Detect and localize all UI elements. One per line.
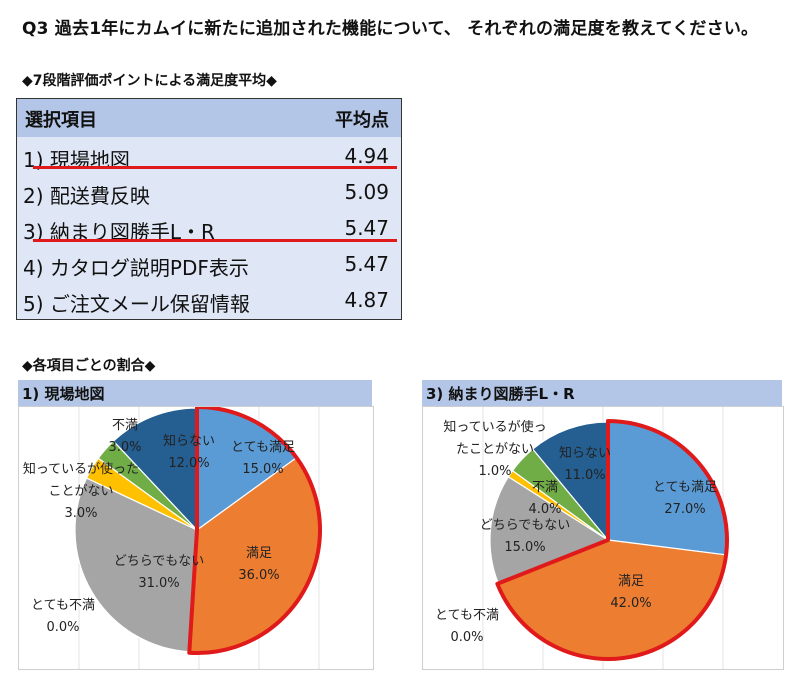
slice-value-label: 1.0% <box>478 464 511 479</box>
slice-label-満足: 満足 <box>618 574 644 589</box>
slice-label-とても不満: とても不満 <box>31 598 95 613</box>
average-score-table: 選択項目 平均点 1) 現場地図 4.94 2) 配送費反映 5.09 3) 納… <box>16 98 402 320</box>
slice-value-label: 0.0% <box>46 620 79 635</box>
slice-label-知らない: 知らない <box>163 433 215 449</box>
header-score: 平均点 <box>335 110 389 131</box>
slice-label-知っているが使ったことがない: 知っているが使った <box>23 461 139 477</box>
highlight-outline <box>495 419 729 661</box>
slice-value-label: 4.0% <box>528 502 561 517</box>
pie-slice-どちらでもない <box>489 475 610 585</box>
slice-label-満足: 満足 <box>246 546 272 561</box>
table-row: 5) ご注文メール保留情報 4.87 <box>17 283 401 319</box>
slice-label-どちらでもない: どちらでもない <box>480 518 571 533</box>
row-score: 5.47 <box>344 252 389 276</box>
slice-value-label: 0.0% <box>450 630 483 645</box>
slice-value-label: 36.0% <box>238 568 279 583</box>
slice-label-どちらでもない: どちらでもない <box>114 554 205 569</box>
slice-label-とても満足: とても満足 <box>653 480 717 495</box>
slice-label-知っているが使ったことがない: ことがない <box>48 484 113 499</box>
slice-value-label: 3.0% <box>64 506 97 521</box>
table-header: 選択項目 平均点 <box>17 99 401 137</box>
pie-slice-知らない <box>112 407 198 532</box>
slice-value-label: 42.0% <box>610 596 651 611</box>
slice-value-label: 15.0% <box>504 540 545 555</box>
slice-label-とても満足: とても満足 <box>231 440 295 455</box>
row-score: 4.87 <box>344 288 389 312</box>
slice-value-label: 27.0% <box>664 502 705 517</box>
pie-slice-どちらでもない <box>74 477 198 653</box>
slice-label-知っているが使ったことがない: 知っているが使っ <box>443 419 546 435</box>
slice-value-label: 31.0% <box>138 576 179 591</box>
highlight-underline-row-1 <box>33 166 397 169</box>
pie-chart-1: とても満足 15.0% 満足 36.0% どちらでもない 31.0% 知っているが使ったこと… <box>23 407 323 669</box>
table-row: 2) 配送費反映 5.09 <box>17 175 401 211</box>
pie-chart-2: とても満足 27.0% 満足 42.0% どちらでもない 15.0% 知っているが使ったこと… <box>435 407 729 669</box>
row-label: 2) 配送費反映 <box>23 184 150 208</box>
slice-value-label: 15.0% <box>242 462 283 477</box>
chart2-area: とても満足 27.0% 満足 42.0% どちらでもない 15.0% 知っているが使っ たこと… <box>422 406 784 670</box>
chart1-title: 1) 現場地図 <box>22 385 105 403</box>
slice-label-知っているが使ったことがない: たことがない <box>456 442 534 457</box>
row-score: 5.09 <box>344 180 389 204</box>
pie-slice-知らない <box>531 421 609 542</box>
table-row: 4) カタログ説明PDF表示 5.47 <box>17 247 401 283</box>
highlight-outline <box>187 407 323 655</box>
ratio-section-title: ◆各項目ごとの割合◆ <box>22 358 156 374</box>
slice-label-不満: 不満 <box>532 480 558 495</box>
question-title: Q3 過去1年にカムイに新たに追加された機能について、 それぞれの満足度を教えて… <box>22 19 759 39</box>
slice-label-とても不満: とても不満 <box>435 608 499 623</box>
row-label: 4) カタログ説明PDF表示 <box>23 256 249 280</box>
chart1-area: とても満足 15.0% 満足 36.0% どちらでもない 31.0% 知っているが使った こと… <box>18 406 374 670</box>
header-item: 選択項目 <box>25 110 97 131</box>
slice-label-知らない: 知らない <box>559 445 611 461</box>
chart2-title: 3) 納まり図勝手L・R <box>426 385 575 403</box>
chart2-header: 3) 納まり図勝手L・R <box>422 380 782 406</box>
table-row: 1) 現場地図 4.94 <box>17 139 401 175</box>
slice-value-label: 3.0% <box>108 440 141 455</box>
row-score: 4.94 <box>344 144 389 168</box>
highlight-underline-row-3 <box>33 239 397 242</box>
row-label: 5) ご注文メール保留情報 <box>23 292 250 316</box>
row-score: 5.47 <box>344 216 389 240</box>
slice-value-label: 11.0% <box>564 468 605 483</box>
slice-value-label: 12.0% <box>168 456 209 471</box>
chart1-header: 1) 現場地図 <box>18 380 372 406</box>
average-section-title: ◆7段階評価ポイントによる満足度平均◆ <box>22 73 277 89</box>
slice-label-不満: 不満 <box>112 418 138 433</box>
